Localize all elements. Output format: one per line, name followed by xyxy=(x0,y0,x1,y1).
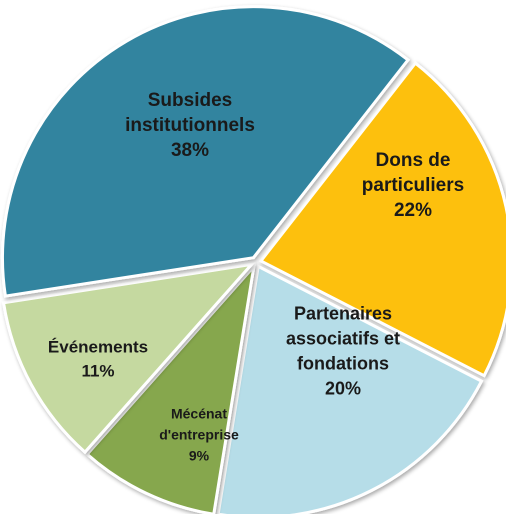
slice-value-label: 9% xyxy=(189,448,210,464)
slice-category-text: Événements xyxy=(48,337,148,356)
slice-label-evenements: Événements 11% xyxy=(48,337,148,380)
slice-value-label: 11% xyxy=(81,361,114,380)
slice-category-text: particuliers xyxy=(362,175,464,196)
slice-label-dons-particuliers: Dons de particuliers 22% xyxy=(362,150,464,221)
pie-slice-subsides-institutionnels xyxy=(0,5,411,298)
slice-category-text: d'entreprise xyxy=(159,427,239,443)
slice-category-text: Subsides xyxy=(148,90,232,111)
slice-category-text: fondations xyxy=(297,353,389,373)
pie-slice-partenaires-associatifs xyxy=(216,264,484,514)
slice-label-subsides-institutionnels: Subsides institutionnels 38% xyxy=(125,90,255,161)
pie-slice-mecenat-entreprise xyxy=(85,261,257,514)
slice-label-partenaires-associatifs: Partenaires associatifs et fondations 20% xyxy=(286,303,400,398)
slice-category-text: Mécénat xyxy=(171,406,227,422)
slice-value-label: 38% xyxy=(171,140,209,161)
slice-label-mecenat-entreprise: Mécénat d'entreprise 9% xyxy=(159,406,239,464)
slice-value-label: 22% xyxy=(394,200,432,221)
slice-category-text: institutionnels xyxy=(125,115,255,136)
slice-value-label: 20% xyxy=(325,378,361,398)
slice-category-text: Dons de xyxy=(376,150,451,171)
pie-slice-evenements xyxy=(1,262,256,455)
slice-category-text: Partenaires xyxy=(294,303,392,323)
slice-category-text: associatifs et xyxy=(286,328,400,348)
